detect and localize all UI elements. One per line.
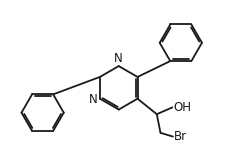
Text: Br: Br [174,130,187,143]
Text: OH: OH [173,101,191,114]
Text: N: N [114,51,123,65]
Text: N: N [89,93,98,106]
